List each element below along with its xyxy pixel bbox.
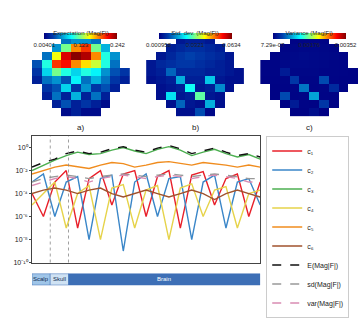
svg-text:a): a) xyxy=(77,123,84,132)
svg-text:c₄: c₄ xyxy=(307,205,314,212)
svg-text:Skull: Skull xyxy=(53,276,66,282)
svg-text:c₅: c₅ xyxy=(307,224,314,231)
svg-text:c₂: c₂ xyxy=(307,167,314,174)
svg-text:Variance (Mag|F|): Variance (Mag|F|) xyxy=(285,30,332,36)
svg-text:0.0321: 0.0321 xyxy=(186,42,205,48)
svg-text:Brain: Brain xyxy=(157,276,171,282)
svg-text:b): b) xyxy=(192,123,199,132)
svg-text:0.00176: 0.00176 xyxy=(298,42,320,48)
svg-text:c₆: c₆ xyxy=(307,243,314,250)
svg-text:10⁻¹⁰: 10⁻¹⁰ xyxy=(13,259,28,266)
svg-text:0.123: 0.123 xyxy=(73,42,89,48)
svg-text:0.242: 0.242 xyxy=(110,42,126,48)
svg-text:sd(Mag|F|): sd(Mag|F|) xyxy=(307,281,341,289)
svg-text:7.29e-07: 7.29e-07 xyxy=(261,42,285,48)
svg-text:E(Mag|F|): E(Mag|F|) xyxy=(307,262,338,270)
svg-text:10⁻⁸: 10⁻⁸ xyxy=(15,236,28,243)
svg-text:10⁻⁴: 10⁻⁴ xyxy=(15,190,28,197)
svg-text:10⁰: 10⁰ xyxy=(18,144,29,151)
svg-text:0.00401: 0.00401 xyxy=(34,42,56,48)
svg-text:c₁: c₁ xyxy=(307,148,314,155)
svg-text:c): c) xyxy=(306,123,313,132)
svg-text:0.00352: 0.00352 xyxy=(335,42,357,48)
svg-text:10⁻²: 10⁻² xyxy=(15,167,28,174)
svg-text:10⁻⁶: 10⁻⁶ xyxy=(15,213,28,220)
svg-text:var(Mag|F|): var(Mag|F|) xyxy=(307,300,343,308)
svg-text:Scalp: Scalp xyxy=(33,276,49,282)
svg-text:Std. dev. (Mag|F|): Std. dev. (Mag|F|) xyxy=(171,30,218,36)
svg-text:0.000958: 0.000958 xyxy=(146,42,172,48)
svg-text:c₃: c₃ xyxy=(307,186,314,193)
svg-text:Expectation (Mag|F|): Expectation (Mag|F|) xyxy=(53,30,108,36)
svg-text:0.0634: 0.0634 xyxy=(222,42,241,48)
